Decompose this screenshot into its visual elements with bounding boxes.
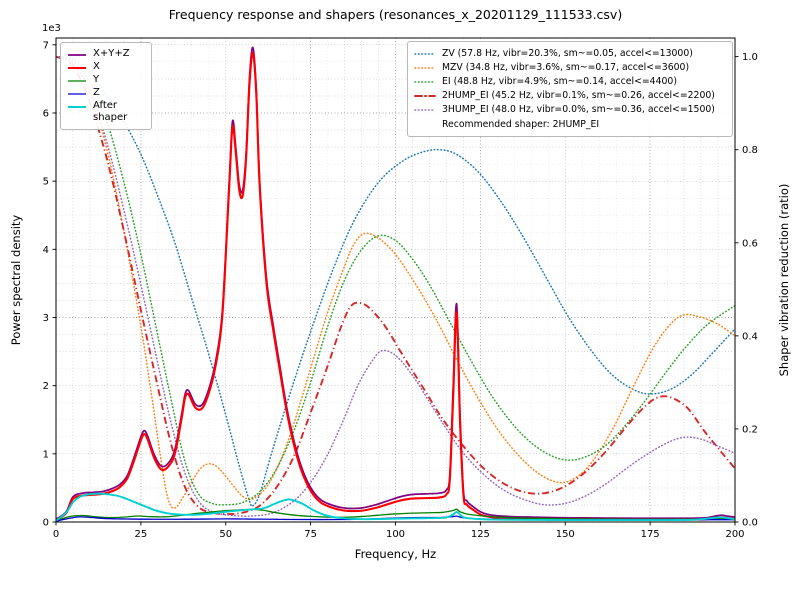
legend-item-label: After shaper: [93, 100, 128, 123]
legend-line-sample: [414, 53, 436, 55]
curve-ei: [56, 55, 735, 506]
svg-text:125: 125: [471, 529, 490, 540]
svg-text:0.8: 0.8: [742, 145, 758, 156]
curve-y: [56, 508, 735, 522]
legend-line-sample: [68, 54, 86, 56]
legend-item-label: X+Y+Z: [93, 48, 130, 59]
legend-recommended-shaper: Recommended shaper: 2HUMP_EI: [442, 119, 600, 130]
svg-text:0.4: 0.4: [742, 331, 758, 342]
curve-after-shaper: [56, 492, 735, 522]
svg-text:2: 2: [43, 381, 49, 392]
legend-item-label: Y: [93, 74, 100, 85]
legend-item-mzv: MZV (34.8 Hz, vibr=3.6%, sm~=0.17, accel…: [414, 61, 725, 74]
legend-item-x-y-z: X+Y+Z: [67, 48, 144, 60]
svg-text:100: 100: [386, 529, 405, 540]
svg-text:0.6: 0.6: [742, 238, 758, 249]
svg-text:25: 25: [135, 529, 148, 540]
chart-title: Frequency response and shapers (resonanc…: [168, 7, 623, 22]
legend-item-2hump-ei: 2HUMP_EI (45.2 Hz, vibr=0.1%, sm~=0.26, …: [414, 89, 725, 102]
legend-item-y: Y: [67, 74, 144, 86]
svg-text:150: 150: [556, 529, 575, 540]
svg-text:1: 1: [43, 449, 49, 460]
x-axis-label: Frequency, Hz: [354, 547, 437, 561]
svg-text:1.0: 1.0: [742, 52, 758, 63]
legend-item-ei: EI (48.8 Hz, vibr=4.9%, sm~=0.14, accel<…: [414, 75, 725, 88]
svg-text:0: 0: [53, 529, 59, 540]
legend-item-label: 2HUMP_EI (45.2 Hz, vibr=0.1%, sm~=0.26, …: [442, 90, 715, 101]
legend-item-z: Z: [67, 87, 144, 99]
legend-line-sample: [414, 81, 436, 83]
legend-shapers: ZV (57.8 Hz, vibr=20.3%, sm~=0.05, accel…: [407, 41, 733, 137]
legend-line-sample: [414, 67, 436, 69]
svg-text:0: 0: [43, 518, 49, 529]
legend-line-sample: [68, 67, 86, 69]
legend-line-sample: [68, 93, 86, 95]
svg-text:0.2: 0.2: [742, 424, 758, 435]
legend-item-label: X: [93, 61, 100, 72]
svg-text:7: 7: [43, 40, 49, 51]
curve-zv: [56, 55, 735, 508]
legend-line-sample: [68, 80, 86, 82]
legend-item-3hump-ei: 3HUMP_EI (48.0 Hz, vibr=0.0%, sm~=0.36, …: [414, 103, 725, 116]
svg-text:0.0: 0.0: [742, 518, 758, 529]
curve-mzv: [56, 55, 735, 509]
legend-line-sample: [68, 106, 86, 108]
legend-item-label: MZV (34.8 Hz, vibr=3.6%, sm~=0.17, accel…: [442, 62, 690, 73]
legend-item-zv: ZV (57.8 Hz, vibr=20.3%, sm~=0.05, accel…: [414, 47, 725, 60]
y-axis-label-right: Shaper vibration reduction (ratio): [777, 183, 791, 377]
svg-text:6: 6: [43, 108, 49, 119]
svg-text:4: 4: [43, 245, 49, 256]
y-axis-offset-text: 1e3: [42, 23, 61, 34]
legend-item-label: ZV (57.8 Hz, vibr=20.3%, sm~=0.05, accel…: [442, 48, 693, 59]
legend-item-label: EI (48.8 Hz, vibr=4.9%, sm~=0.14, accel<…: [442, 76, 677, 87]
legend-line-sample: [414, 95, 436, 97]
legend-line-sample: [414, 109, 436, 111]
curve-3hump-ei: [56, 55, 735, 517]
svg-text:200: 200: [725, 529, 744, 540]
curve-2hump-ei: [56, 55, 735, 516]
svg-text:75: 75: [304, 529, 317, 540]
y-axis-label-left: Power spectral density: [9, 214, 23, 346]
legend-psd: X+Y+Z X Y Z After shaper: [60, 42, 152, 130]
svg-text:3: 3: [43, 313, 49, 324]
legend-item-label: Z: [93, 87, 100, 98]
svg-text:175: 175: [641, 529, 660, 540]
legend-item-after-shaper: After shaper: [67, 100, 144, 124]
svg-text:5: 5: [43, 177, 49, 188]
legend-item-label: 3HUMP_EI (48.0 Hz, vibr=0.0%, sm~=0.36, …: [442, 104, 715, 115]
legend-item-x: X: [67, 61, 144, 73]
svg-text:50: 50: [219, 529, 232, 540]
